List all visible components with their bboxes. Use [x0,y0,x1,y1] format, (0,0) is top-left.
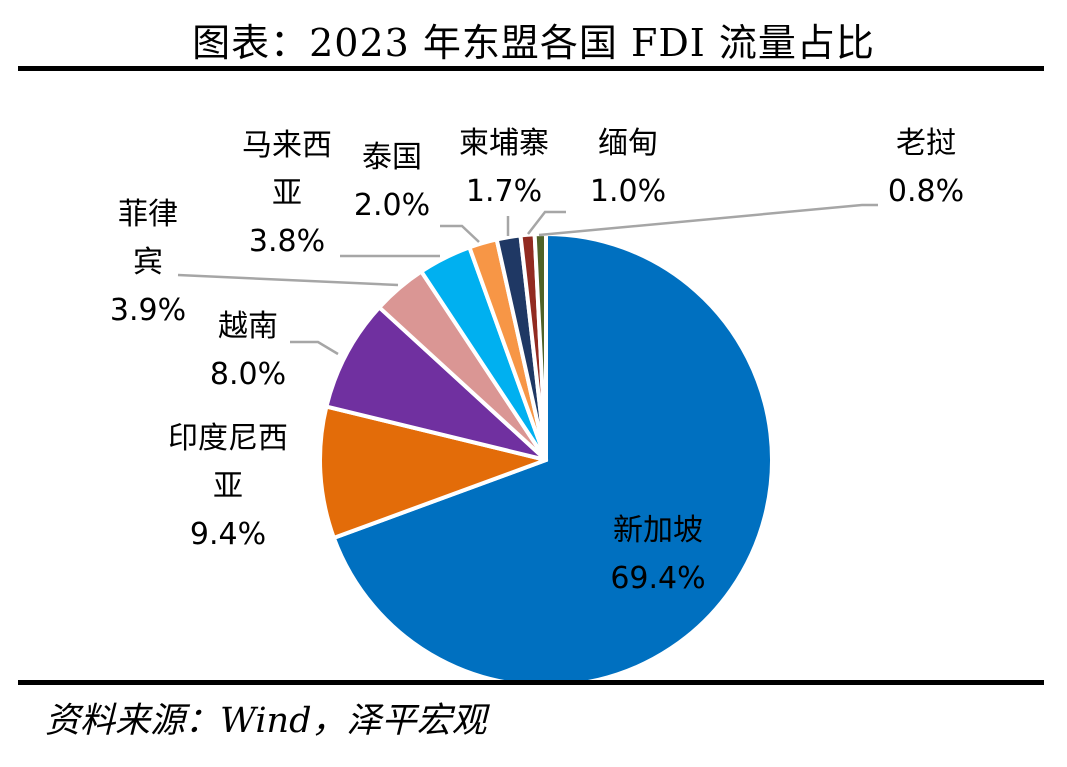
slice-value-label-3: 3.9% [110,293,186,328]
slice-value-label-2: 8.0% [210,357,286,392]
slice-value-label-5: 2.0% [354,188,430,223]
slice-name-label-6: 柬埔寨 [459,126,549,161]
slice-value-label-4: 3.8% [249,224,325,259]
leader-line-3 [177,273,399,287]
slice-value-label-7: 1.0% [590,174,666,209]
slice-value-label-8: 0.8% [888,174,964,209]
chart-title: 图表：2023 年东盟各国 FDI 流量占比 [192,21,875,65]
pie-slice-2 [324,305,548,462]
leader-line-7 [527,210,566,235]
slice-name-label-8: 老挝 [896,126,956,161]
source-note: 资料来源：Wind，泽平宏观 [45,701,487,741]
pie-slice-1 [318,404,548,540]
leader-line-5 [440,224,480,243]
slice-value-label-1: 9.4% [190,517,266,552]
leader-line-8 [538,203,878,237]
title-rule [18,66,1044,71]
slice-name-label-1: 印度尼西亚 [168,421,288,504]
slice-name-label-7: 缅甸 [598,126,658,161]
source-rule [18,680,1044,685]
slice-value-label-0: 69.4% [610,561,705,596]
slice-name-label-2: 越南 [218,309,278,344]
slice-name-label-3: 菲律宾 [118,197,178,280]
slice-value-label-6: 1.7% [466,174,542,209]
slice-name-label-4: 马来西亚 [242,128,332,211]
pie-slice-0 [331,232,774,688]
leader-line-2 [290,340,339,356]
slice-name-label-0: 新加坡 [613,513,703,548]
slice-name-label-5: 泰国 [362,140,422,175]
